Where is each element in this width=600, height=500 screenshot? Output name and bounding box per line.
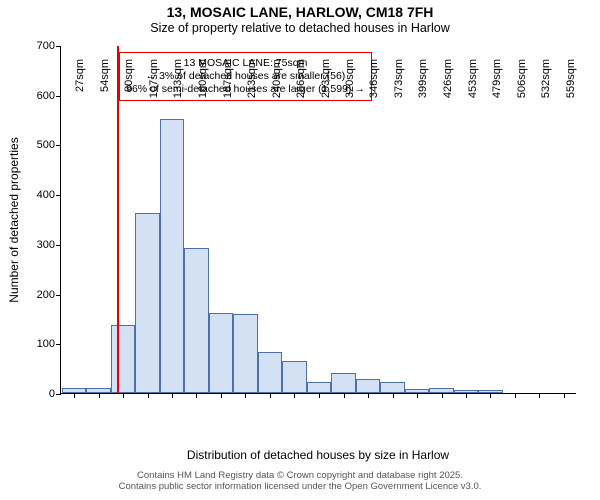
x-tick-label: 532sqm [538,59,552,98]
bar [135,213,160,393]
y-tick-label: 0 [49,388,61,400]
x-tick-mark [490,393,491,398]
x-tick-label: 54sqm [97,59,111,92]
x-tick-mark [245,393,246,398]
x-tick-mark [172,393,173,398]
x-tick-mark [270,393,271,398]
x-tick-label: 80sqm [121,59,135,92]
x-tick-mark [539,393,540,398]
x-tick-mark [442,393,443,398]
x-tick-mark [515,393,516,398]
bar [160,119,185,393]
y-tick-label: 100 [37,338,61,350]
x-tick-label: 426sqm [440,59,454,98]
x-tick-mark [74,393,75,398]
y-axis-title: Number of detached properties [7,137,21,302]
x-tick-mark [99,393,100,398]
y-tick-label: 600 [37,90,61,102]
x-tick-label: 213sqm [244,59,258,98]
x-tick-label: 293sqm [318,59,332,98]
x-tick-mark [196,393,197,398]
x-tick-label: 373sqm [391,59,405,98]
bar [111,325,136,393]
bar [233,314,258,393]
x-tick-mark [393,393,394,398]
x-tick-mark [319,393,320,398]
bar [331,373,356,393]
x-tick-mark [294,393,295,398]
bar [380,382,405,393]
bar [282,361,307,393]
y-tick-label: 300 [37,239,61,251]
footer-line-1: Contains HM Land Registry data © Crown c… [0,470,600,481]
chart-subtitle: Size of property relative to detached ho… [0,21,600,38]
x-tick-label: 107sqm [146,59,160,98]
bar [258,352,283,393]
plot-area: 13 MOSAIC LANE: 75sqm ← 3% of detached h… [60,46,576,394]
x-tick-label: 266sqm [293,59,307,98]
x-tick-mark [221,393,222,398]
x-tick-mark [148,393,149,398]
x-tick-label: 506sqm [514,59,528,98]
x-tick-label: 399sqm [415,59,429,98]
bar [184,248,209,393]
y-tick-label: 400 [37,189,61,201]
y-tick-label: 200 [37,289,61,301]
footer: Contains HM Land Registry data © Crown c… [0,470,600,493]
x-tick-label: 133sqm [170,59,184,98]
x-tick-label: 479sqm [489,59,503,98]
x-axis-title: Distribution of detached houses by size … [187,448,449,462]
x-tick-mark [344,393,345,398]
x-tick-mark [417,393,418,398]
chart-container: { "chart": { "type": "histogram", "title… [0,0,600,500]
x-tick-label: 453sqm [465,59,479,98]
bar [209,313,234,393]
y-tick-label: 500 [37,139,61,151]
x-tick-label: 27sqm [72,59,86,92]
bar [307,382,332,393]
y-tick-label: 700 [37,40,61,52]
x-tick-label: 320sqm [342,59,356,98]
x-tick-label: 187sqm [220,59,234,98]
x-tick-mark [466,393,467,398]
chart-title: 13, MOSAIC LANE, HARLOW, CM18 7FH [0,0,600,21]
x-tick-mark [368,393,369,398]
x-tick-label: 160sqm [195,59,209,98]
x-tick-label: 240sqm [269,59,283,98]
bar [356,379,381,393]
x-tick-mark [123,393,124,398]
footer-line-2: Contains public sector information licen… [0,481,600,492]
x-tick-label: 346sqm [366,59,380,98]
x-tick-label: 559sqm [563,59,577,98]
x-tick-mark [564,393,565,398]
